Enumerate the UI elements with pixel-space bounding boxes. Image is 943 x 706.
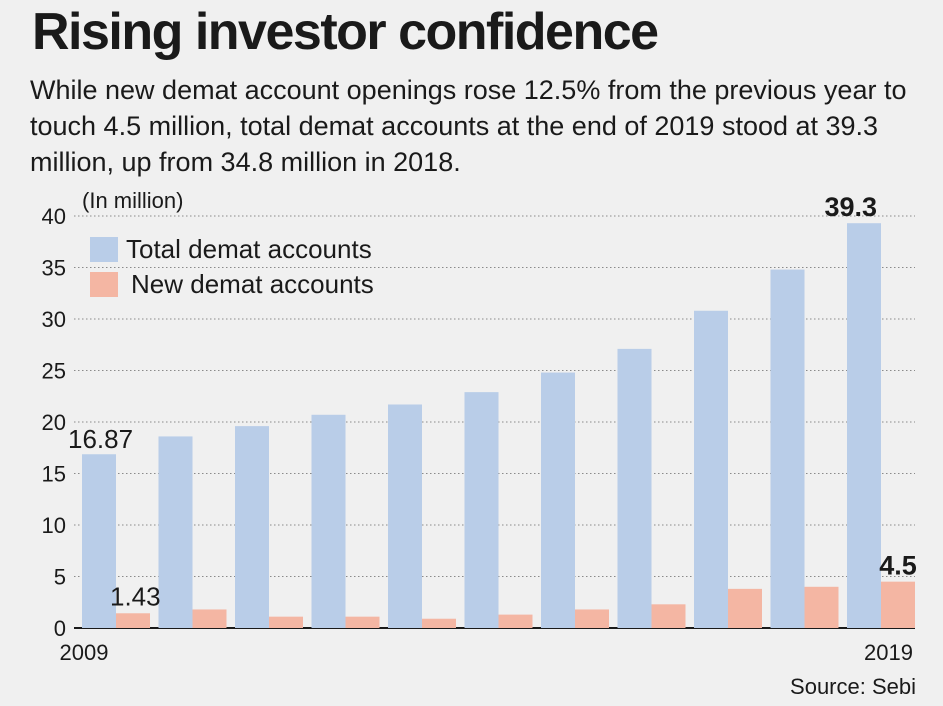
bar-total-2014 [464, 392, 499, 628]
bar-total-2018 [770, 269, 805, 628]
data-label-new-2009: 1.43 [110, 581, 161, 611]
labels: (In million) 0 5 10 15 20 25 30 35 40 2009 2019 16.8… [42, 188, 917, 665]
bar-total-2010 [158, 436, 193, 628]
y-tick-label: 25 [42, 359, 66, 384]
y-tick-label: 10 [42, 513, 66, 538]
bar-new-2012 [345, 616, 380, 628]
chart-subtitle: While new demat account openings rose 12… [30, 75, 907, 177]
y-tick-label: 35 [42, 256, 66, 281]
bar-new-2009 [116, 613, 150, 628]
bar-total-2013 [388, 404, 422, 628]
bar-total-2017 [694, 310, 728, 628]
data-label-new-2019: 4.5 [879, 551, 917, 581]
bar-new-2018 [804, 586, 839, 628]
bar-total-2009 [82, 454, 116, 628]
bar-new-2016 [651, 604, 686, 628]
bar-new-2014 [498, 614, 533, 628]
source-note: Source: Sebi [790, 674, 916, 699]
legend-label-new: New demat accounts [131, 269, 374, 299]
bar-new-2017 [728, 588, 762, 628]
unit-label: (In million) [82, 188, 183, 213]
data-label-total-2009: 16.87 [68, 424, 133, 454]
legend-label-total: Total demat accounts [126, 234, 372, 264]
legend-swatch-new [90, 272, 118, 297]
bar-total-2012 [311, 414, 346, 628]
bar-new-2013 [422, 618, 456, 628]
x-tick-label-first: 2009 [60, 640, 109, 665]
chart-title: Rising investor confidence [32, 3, 659, 61]
legend-swatch-total [90, 237, 118, 262]
legend: Total demat accounts New demat accounts [90, 234, 374, 299]
bar-new-2010 [192, 609, 227, 628]
y-tick-label: 5 [54, 565, 66, 590]
y-tick-label: 15 [42, 462, 66, 487]
bar-new-2019 [881, 581, 915, 628]
x-tick-label-last: 2019 [864, 640, 913, 665]
bar-new-2015 [575, 609, 609, 628]
y-tick-label: 40 [42, 204, 66, 229]
y-tick-label: 30 [42, 307, 66, 332]
y-tick-label: 0 [54, 616, 66, 641]
bar-new-2011 [269, 616, 303, 628]
bar-total-2011 [235, 426, 269, 628]
bar-total-2015 [541, 372, 575, 628]
y-tick-label: 20 [42, 410, 66, 435]
bar-total-2016 [617, 348, 652, 628]
bar-total-2019 [847, 223, 881, 628]
data-label-total-2019: 39.3 [824, 192, 877, 222]
bars [82, 223, 915, 628]
